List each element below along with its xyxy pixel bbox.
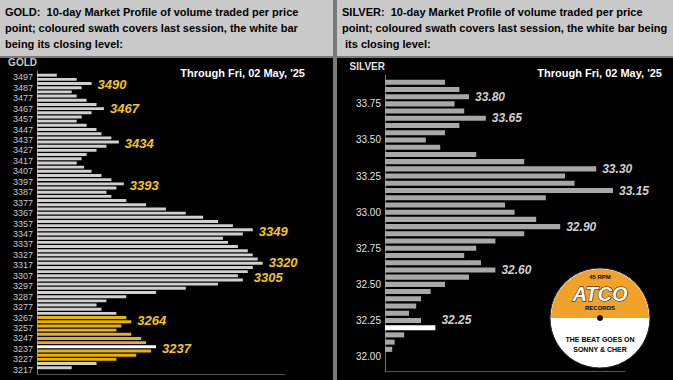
svg-text:3307: 3307 xyxy=(13,271,33,281)
svg-text:32.60: 32.60 xyxy=(501,263,531,277)
svg-text:33.80: 33.80 xyxy=(475,90,505,104)
svg-text:33.25: 33.25 xyxy=(356,171,381,182)
svg-text:3247: 3247 xyxy=(13,333,33,343)
svg-text:32.25: 32.25 xyxy=(441,313,471,327)
svg-text:33.75: 33.75 xyxy=(356,98,381,109)
svg-text:3417: 3417 xyxy=(13,156,33,166)
svg-text:3497: 3497 xyxy=(13,72,33,82)
svg-text:SONNY & CHER: SONNY & CHER xyxy=(573,346,627,353)
svg-text:3217: 3217 xyxy=(13,365,33,375)
svg-text:3393: 3393 xyxy=(130,178,160,193)
svg-text:3367: 3367 xyxy=(13,208,33,218)
svg-text:3434: 3434 xyxy=(125,136,155,151)
svg-text:RECORDS: RECORDS xyxy=(585,305,615,311)
svg-text:point; coloured swath covers l: point; coloured swath covers last sessio… xyxy=(5,22,301,34)
svg-text:3467: 3467 xyxy=(13,104,33,114)
svg-text:3267: 3267 xyxy=(13,313,33,323)
svg-text:3467: 3467 xyxy=(110,101,140,116)
svg-text:3297: 3297 xyxy=(13,281,33,291)
svg-text:ATCO: ATCO xyxy=(571,283,628,305)
svg-text:3397: 3397 xyxy=(13,177,33,187)
svg-text:3227: 3227 xyxy=(13,354,33,364)
svg-text:32.00: 32.00 xyxy=(356,351,381,362)
svg-text:3264: 3264 xyxy=(137,313,167,328)
svg-text:3287: 3287 xyxy=(13,292,33,302)
svg-text:3357: 3357 xyxy=(13,219,33,229)
svg-text:point; coloured swath covers l: point; coloured swath covers last sessio… xyxy=(342,22,667,34)
svg-text:GOLD: 10-day Market Profile o: GOLD: 10-day Market Profile of volume tr… xyxy=(5,6,301,18)
svg-text:3305: 3305 xyxy=(254,270,284,285)
svg-text:33.00: 33.00 xyxy=(356,207,381,218)
svg-text:3457: 3457 xyxy=(13,114,33,124)
svg-text:3377: 3377 xyxy=(13,198,33,208)
svg-text:3349: 3349 xyxy=(259,224,289,239)
svg-text:3387: 3387 xyxy=(13,187,33,197)
svg-text:3237: 3237 xyxy=(162,341,192,356)
svg-text:3477: 3477 xyxy=(13,93,33,103)
svg-text:3337: 3337 xyxy=(13,239,33,249)
svg-text:32.90: 32.90 xyxy=(566,220,596,234)
svg-text:3407: 3407 xyxy=(13,166,33,176)
svg-text:3427: 3427 xyxy=(13,145,33,155)
svg-text:THE BEAT GOES ON: THE BEAT GOES ON xyxy=(565,336,634,343)
svg-text:45 RPM: 45 RPM xyxy=(589,274,611,280)
svg-text:3237: 3237 xyxy=(13,344,33,354)
svg-text:being its closing level:: being its closing level: xyxy=(5,38,123,50)
svg-text:SILVER: SILVER xyxy=(350,61,386,72)
svg-text:33.30: 33.30 xyxy=(602,162,632,176)
svg-text:33.65: 33.65 xyxy=(492,111,522,125)
svg-text:33.15: 33.15 xyxy=(619,184,649,198)
svg-text:its closing level:: its closing level: xyxy=(342,38,431,50)
svg-text:32.50: 32.50 xyxy=(356,279,381,290)
svg-text:3447: 3447 xyxy=(13,125,33,135)
svg-text:3320: 3320 xyxy=(269,255,299,270)
svg-text:32.25: 32.25 xyxy=(356,315,381,326)
svg-text:3257: 3257 xyxy=(13,323,33,333)
svg-text:3437: 3437 xyxy=(13,135,33,145)
svg-text:3277: 3277 xyxy=(13,302,33,312)
svg-text:3490: 3490 xyxy=(98,77,128,92)
svg-text:3317: 3317 xyxy=(13,260,33,270)
svg-text:3347: 3347 xyxy=(13,229,33,239)
svg-text:33.50: 33.50 xyxy=(356,134,381,145)
svg-text:Through Fri, 02 May, '25: Through Fri, 02 May, '25 xyxy=(537,67,662,79)
svg-text:3487: 3487 xyxy=(13,83,33,93)
svg-text:SILVER: 10-day Market Profile: SILVER: 10-day Market Profile of volume … xyxy=(342,6,646,18)
svg-text:3327: 3327 xyxy=(13,250,33,260)
svg-text:GOLD: GOLD xyxy=(8,57,37,68)
svg-text:Through Fri, 02 May, '25: Through Fri, 02 May, '25 xyxy=(180,67,305,79)
svg-text:32.75: 32.75 xyxy=(356,243,381,254)
